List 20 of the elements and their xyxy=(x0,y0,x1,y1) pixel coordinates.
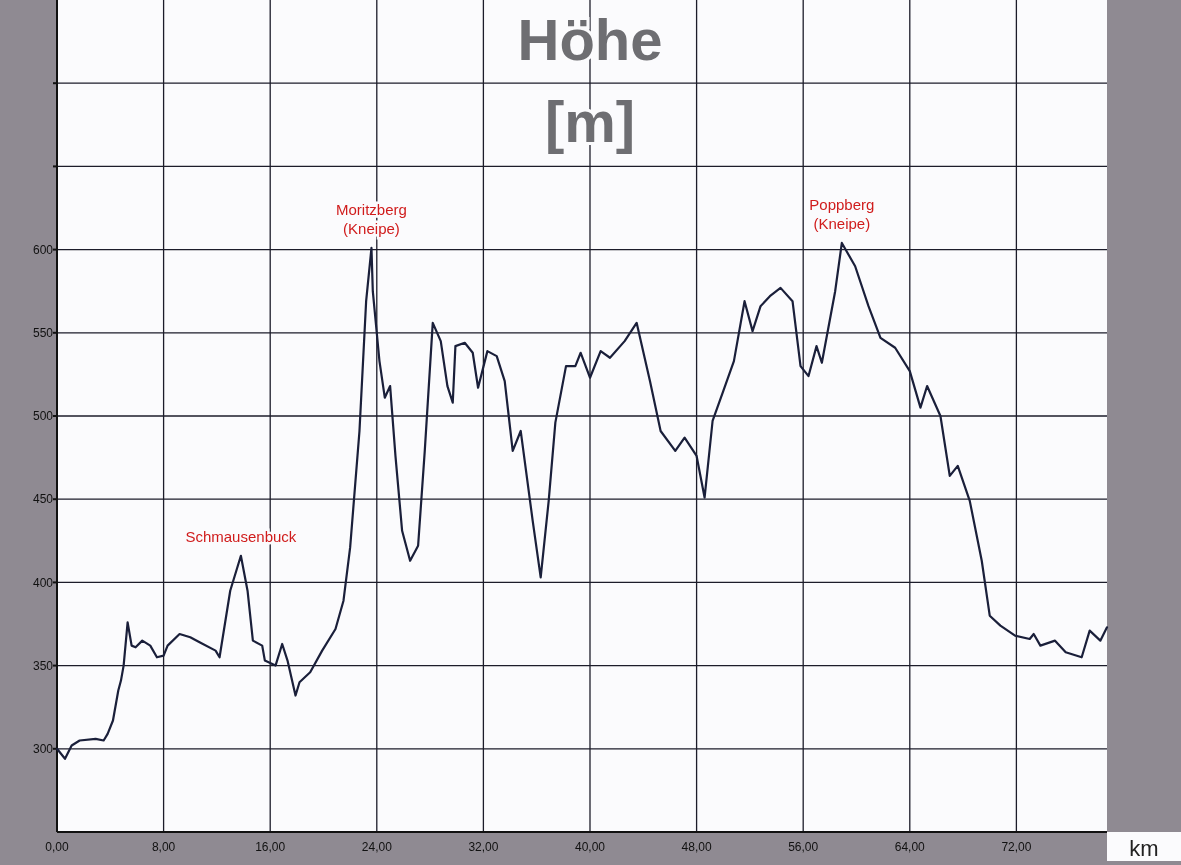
x-axis-title: km xyxy=(1129,836,1159,861)
x-tick-label: 24,00 xyxy=(361,840,393,854)
x-tick-label: 72,00 xyxy=(1001,840,1032,854)
x-tick-label: 8,00 xyxy=(151,840,176,854)
annotation: Poppberg (Kneipe) xyxy=(809,195,875,232)
x-tick-label: 56,00 xyxy=(788,840,819,854)
x-tick-label: 32,00 xyxy=(468,840,499,854)
y-tick-label: 350 xyxy=(32,658,54,673)
x-tick-label: 16,00 xyxy=(255,840,286,854)
y-tick-label: 450 xyxy=(32,492,54,507)
y-tick-label: 500 xyxy=(32,409,54,424)
y-tick-label: 300 xyxy=(32,742,54,756)
y-tick-label: 600 xyxy=(32,242,54,257)
x-tick-label: 48,00 xyxy=(681,840,712,854)
x-tick-label: 40,00 xyxy=(574,840,606,854)
x-tick-label: 64,00 xyxy=(894,840,926,854)
y-tick-label: 550 xyxy=(32,326,54,340)
line-series xyxy=(55,241,1109,760)
x-tick-label: 0,00 xyxy=(45,840,69,854)
y-tick-label: 400 xyxy=(32,575,54,590)
